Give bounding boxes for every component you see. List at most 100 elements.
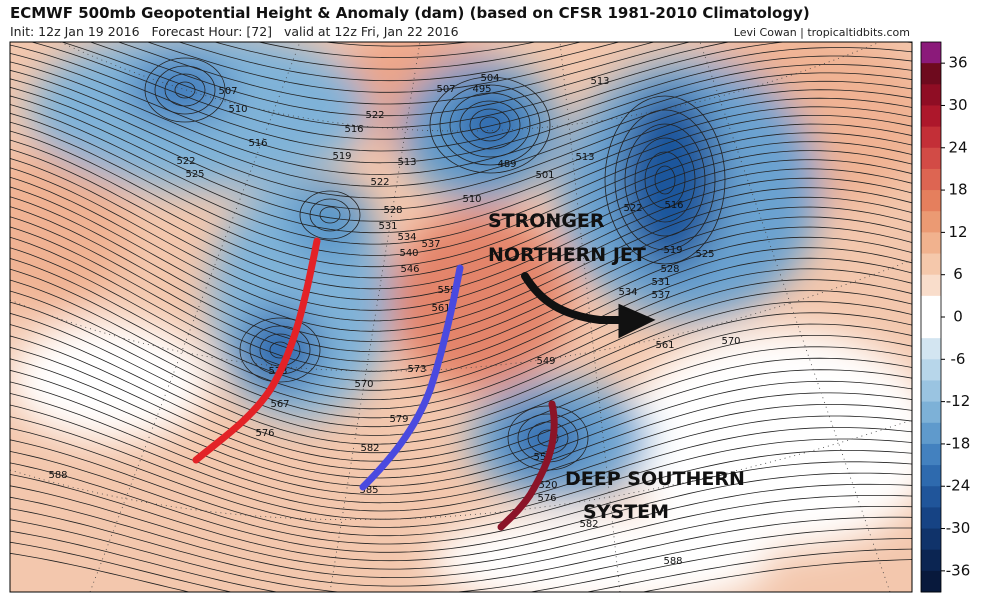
colorbar-tick-label: 30 (948, 96, 967, 114)
colorbar-band (921, 359, 941, 381)
contour-label: 585 (359, 485, 378, 496)
contour-line (10, 226, 912, 372)
contour-label: 528 (383, 205, 402, 216)
colorbar-band (921, 507, 941, 530)
jet-arrowhead (618, 303, 656, 339)
contour-line (10, 69, 912, 187)
contour-label: 546 (400, 264, 419, 275)
contour-line (10, 167, 912, 311)
contour-line (10, 427, 912, 528)
contour-line (10, 279, 912, 419)
contour-label: 534 (397, 232, 416, 243)
colorbar-tick-label: -30 (946, 519, 971, 537)
contour-ring (299, 190, 361, 240)
contour-line (10, 369, 912, 487)
contour-line (10, 473, 912, 562)
contour-line (10, 196, 912, 342)
contour-line (10, 324, 912, 454)
contour-line (10, 381, 912, 495)
colorbar-band (921, 84, 941, 106)
contour-line (10, 404, 912, 512)
contour-label: 561 (655, 340, 674, 351)
colorbar-band (921, 147, 941, 170)
annotation: DEEP SOUTHERN (565, 468, 745, 490)
contour-label: 570 (721, 336, 740, 347)
map-frame (9, 41, 913, 593)
annotation: NORTHERN JET (488, 244, 646, 266)
contour-line (10, 236, 912, 382)
contour-label: 519 (332, 151, 351, 162)
contour-line (10, 247, 912, 391)
contour-labels: 5075105165225255195135225285315345375405… (48, 73, 740, 567)
contour-label: 516 (344, 124, 363, 135)
contour-line (10, 439, 912, 537)
height-contours (10, 42, 912, 592)
colorbar-band (921, 317, 941, 339)
contour-line (10, 312, 912, 445)
contour-line (10, 301, 912, 436)
contour-ring (239, 317, 321, 383)
colorbar-band (921, 42, 941, 64)
contour-line (10, 290, 912, 428)
contour-ring (429, 76, 551, 174)
map: 5075105165225255195135225285315345375405… (10, 42, 912, 592)
colorbar-band (921, 168, 941, 191)
contour-label: 561 (431, 303, 450, 314)
contour-line (10, 508, 912, 587)
colorbar-tick-label: 6 (953, 265, 963, 283)
contour-ring (634, 137, 696, 223)
colorbar-band (921, 443, 941, 466)
contour-ring (174, 81, 196, 99)
contour-ring (449, 92, 531, 158)
credit: Levi Cowan | tropicaltidbits.com (734, 26, 910, 39)
contour-line (10, 44, 912, 152)
contour-line (10, 496, 912, 578)
contour-line (10, 176, 912, 322)
contour-label: 516 (664, 200, 683, 211)
contour-line (10, 268, 912, 410)
contour-label: 582 (579, 519, 598, 530)
contour-ring (537, 429, 559, 447)
colorbar-band (921, 549, 941, 572)
contour-label: 510 (462, 194, 481, 205)
contour-label: 525 (695, 249, 714, 260)
colorbar-tick-label: 12 (948, 223, 967, 241)
colorbar-tick-label: 36 (948, 54, 967, 72)
contour-line (10, 216, 912, 362)
contour-label: 513 (590, 76, 609, 87)
contour-label: 507 (436, 84, 455, 95)
contour-label: 513 (575, 152, 594, 163)
blue-ridge-line (359, 264, 464, 491)
colorbar-band (921, 528, 941, 551)
contour-line (10, 358, 912, 479)
contour-label: 520 (538, 480, 557, 491)
contour-label: 501 (535, 170, 554, 181)
colorbar-tick-label: -6 (951, 350, 966, 368)
colorbar-band (921, 422, 941, 445)
contour-line (10, 52, 912, 164)
contour-ring (604, 95, 726, 265)
colorbar-band (921, 105, 941, 128)
contour-line (30, 42, 912, 140)
contour-line (10, 257, 912, 400)
colorbar-band (921, 211, 941, 233)
contour-ring (319, 206, 341, 224)
contour-label: 558 (533, 452, 552, 463)
contour-ring (469, 108, 511, 142)
contour-line (10, 392, 912, 504)
contour-label: 588 (48, 470, 67, 481)
contour-label: 576 (255, 428, 274, 439)
contour-label: 534 (618, 287, 637, 298)
colorbar: 36 30 24 18 12 6 0 -6 -12 -18 -24 -30 -36 (920, 41, 971, 593)
contour-label: 522 (365, 110, 384, 121)
annotation: SYSTEM (583, 501, 669, 523)
contour-line (10, 206, 912, 353)
contour-ring (154, 65, 216, 115)
contour-line (10, 416, 912, 520)
contour-label: 540 (399, 248, 418, 259)
contour-line (257, 42, 538, 58)
contour-line (10, 186, 912, 332)
southern-trough-line (497, 400, 558, 531)
colorbar-band (921, 486, 941, 508)
colorbar-band (921, 190, 941, 212)
